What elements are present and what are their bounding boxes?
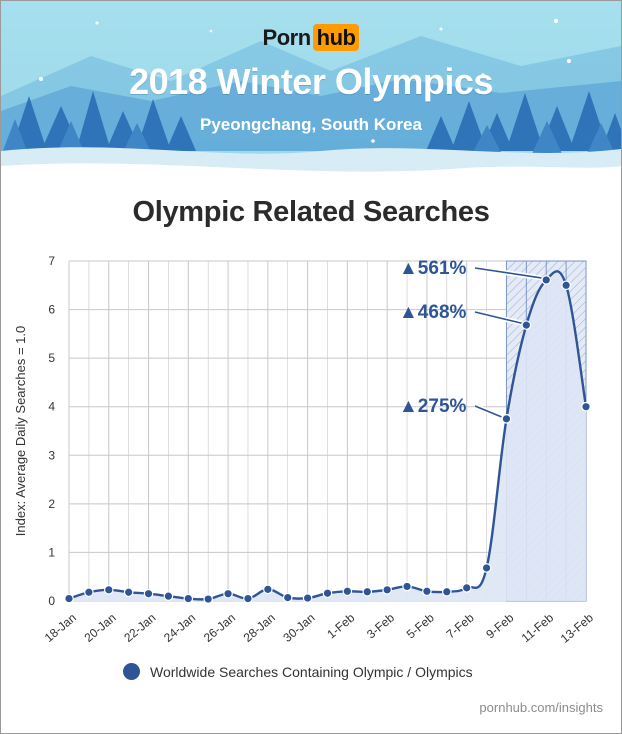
y-tick-label: 1 <box>48 545 55 559</box>
data-point <box>223 588 233 599</box>
annotation-label: ▲468% <box>399 302 467 323</box>
data-point <box>282 592 293 603</box>
mountain-forest-illustration <box>1 1 621 191</box>
x-tick-labels: 18-Jan 20-Jan 22-Jan 24-Jan 26-Jan 28-Jan 30-J… <box>42 610 596 645</box>
data-point <box>163 591 174 601</box>
logo-text: Porn <box>262 25 312 50</box>
x-tick-label: 5-Feb <box>404 610 437 641</box>
x-tick-label: 7-Feb <box>444 610 477 641</box>
data-point <box>64 593 74 604</box>
x-tick-label: 28-Jan <box>241 611 278 645</box>
data-point <box>362 586 373 597</box>
winter-banner <box>1 1 621 191</box>
area-chart: 0 1 2 3 4 5 6 7 18-Jan 20-Jan 22-Jan 24-Jan 26-Jan 2… <box>13 254 596 646</box>
data-point <box>481 563 492 573</box>
legend-label: Worldwide Searches Containing Olympic / … <box>150 663 473 680</box>
data-point <box>422 586 432 597</box>
data-point <box>123 587 134 598</box>
y-tick-label: 6 <box>48 303 55 317</box>
data-point <box>402 581 412 592</box>
y-tick-labels: 0 1 2 3 4 5 6 7 <box>48 254 55 608</box>
x-tick-label: 22-Jan <box>121 611 158 645</box>
data-point <box>541 275 552 285</box>
y-axis-label: Index: Average Daily Searches = 1.0 <box>13 326 28 536</box>
x-tick-label: 24-Jan <box>161 611 198 645</box>
source-credit: pornhub.com/insights <box>479 700 603 715</box>
x-tick-label: 9-Feb <box>483 610 516 641</box>
y-tick-label: 2 <box>48 497 55 511</box>
x-tick-label: 11-Feb <box>519 610 557 645</box>
series-points <box>64 275 591 604</box>
data-point <box>461 583 472 593</box>
data-point <box>581 401 591 412</box>
data-point <box>442 586 452 597</box>
data-point <box>103 585 114 595</box>
x-tick-label: 1-Feb <box>324 610 357 641</box>
legend-marker <box>123 663 140 680</box>
banner-title: 2018 Winter Olympics <box>129 61 493 102</box>
x-tick-label: 3-Feb <box>364 610 397 641</box>
data-point <box>501 414 512 424</box>
x-tick-label: 13-Feb <box>558 610 596 645</box>
y-tick-label: 0 <box>48 594 55 608</box>
y-tick-label: 7 <box>48 254 55 268</box>
annotation-label: ▲275% <box>399 396 467 417</box>
x-tick-label: 18-Jan <box>42 611 79 645</box>
data-point <box>243 593 253 604</box>
legend: Worldwide Searches Containing Olympic / … <box>123 663 473 680</box>
data-point <box>183 593 194 604</box>
data-point <box>203 594 213 604</box>
annotation-label: ▲561% <box>399 258 467 279</box>
data-point <box>322 588 333 599</box>
annotation-connector <box>474 311 522 324</box>
data-point <box>263 584 273 595</box>
data-point <box>382 585 392 595</box>
annotations: ▲561% ▲468% ▲275% <box>399 258 542 420</box>
x-tick-label: 26-Jan <box>201 611 238 645</box>
data-point <box>561 280 571 291</box>
y-tick-label: 3 <box>48 448 55 462</box>
x-tick-label: 30-Jan <box>280 611 317 645</box>
annotation-connector <box>474 267 542 279</box>
chart-title: Olympic Related Searches <box>132 196 490 228</box>
x-tick-label: 20-Jan <box>82 611 119 645</box>
annotation-connector <box>474 405 502 418</box>
data-point <box>521 320 532 330</box>
y-tick-label: 4 <box>48 400 55 414</box>
y-tick-label: 5 <box>48 351 55 365</box>
data-point <box>302 593 313 603</box>
site-logo: Porn hub <box>1 24 621 51</box>
data-point <box>143 588 154 599</box>
data-point <box>342 586 353 597</box>
logo-badge: hub <box>312 24 360 51</box>
banner-subtitle: Pyeongchang, South Korea <box>200 115 422 134</box>
data-point <box>84 587 94 598</box>
